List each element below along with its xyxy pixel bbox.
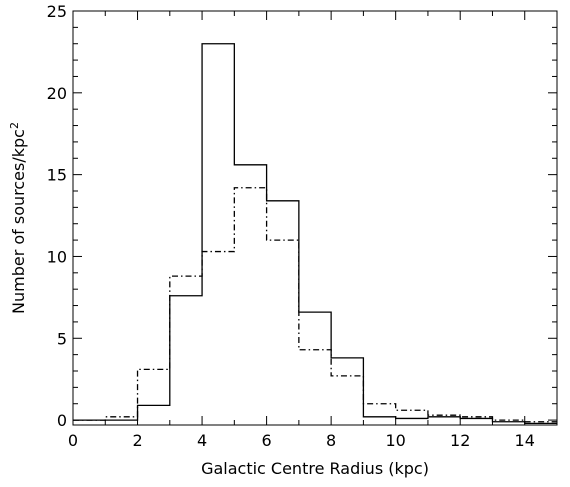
series-group	[73, 43, 557, 425]
y-tick-label: 15	[47, 166, 67, 185]
y-tick-label: 0	[57, 411, 67, 430]
y-axis-title-superscript: 2	[8, 122, 21, 129]
x-tick-label: 2	[132, 431, 142, 450]
labels-group: Galactic Centre Radius (kpc) Number of s…	[8, 122, 429, 478]
x-tick-label: 4	[197, 431, 207, 450]
x-tick-label: 12	[450, 431, 470, 450]
y-tick-label: 20	[47, 84, 67, 103]
plot-frame	[72, 10, 558, 426]
y-tick-label: 5	[57, 329, 67, 348]
x-tick-label: 6	[262, 431, 272, 450]
x-tick-label: 14	[515, 431, 535, 450]
x-tick-label: 10	[385, 431, 405, 450]
x-tick-label: 0	[68, 431, 78, 450]
series-solid-line	[73, 43, 557, 425]
y-axis-title-text: Number of sources/kpc	[9, 129, 28, 314]
series-dashdot-line	[73, 187, 557, 423]
y-axis-title: Number of sources/kpc2	[8, 122, 29, 314]
ticks-group: 0 2 4 6 8 10 12 14 0 5 10 15 20 25	[47, 2, 557, 450]
plot-frame-group	[72, 10, 558, 426]
y-tick-label: 10	[47, 247, 67, 266]
x-axis-title: Galactic Centre Radius (kpc)	[201, 459, 429, 478]
x-tick-label: 8	[326, 431, 336, 450]
y-tick-label: 25	[47, 2, 67, 21]
